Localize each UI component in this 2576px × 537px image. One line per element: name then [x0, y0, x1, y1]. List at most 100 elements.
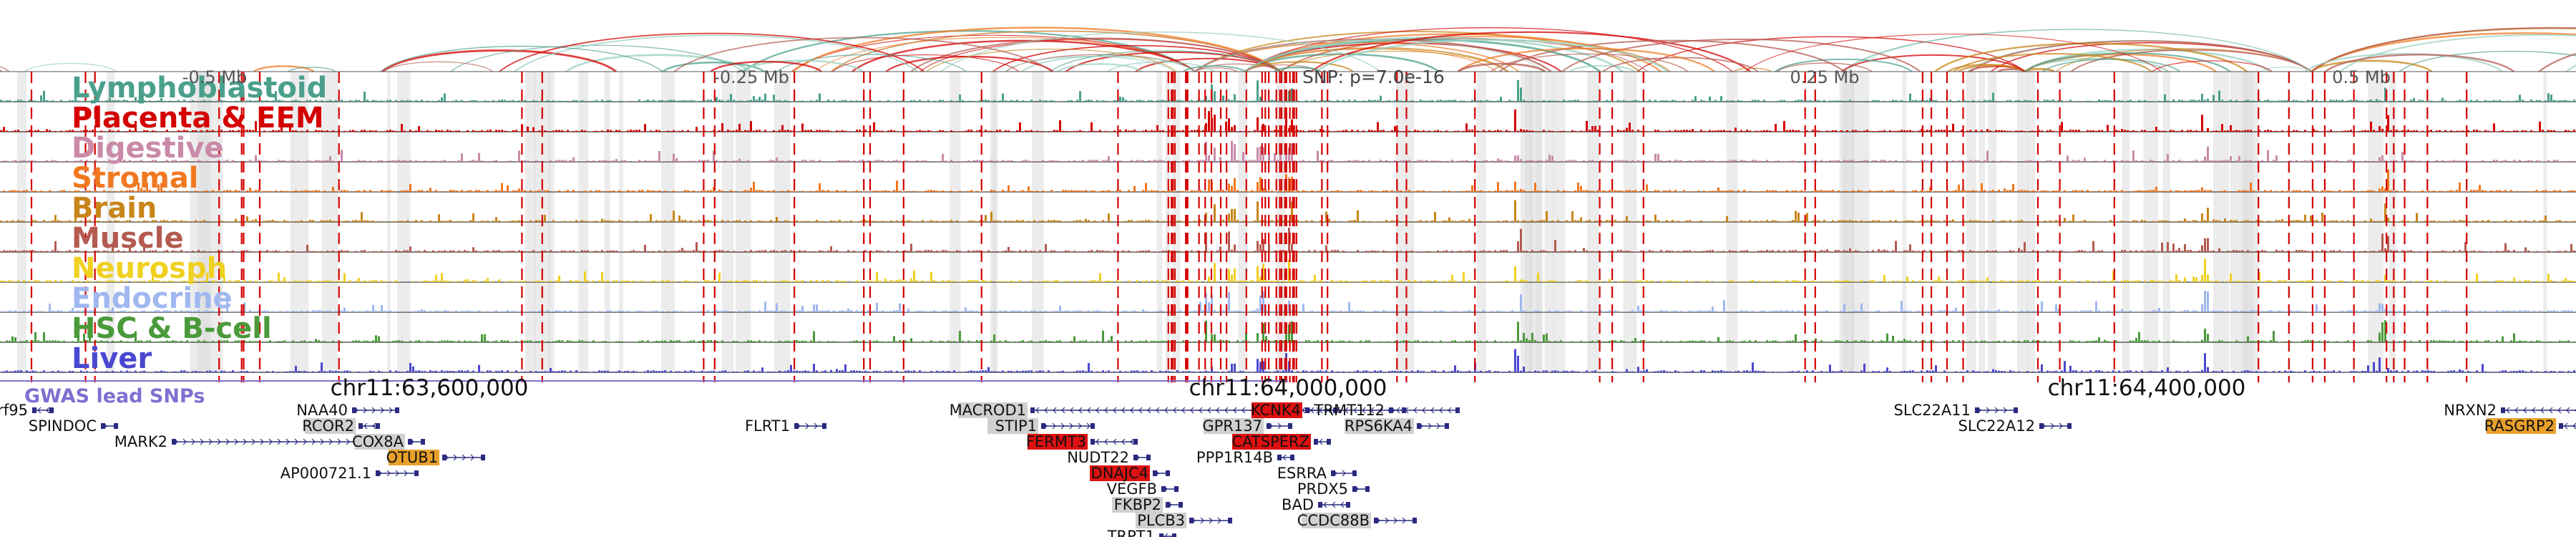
gene-label: CATSPERZ: [1232, 433, 1309, 450]
gene-exon: [1091, 439, 1095, 445]
scale-bar-label: 0.25 Mb: [1790, 67, 1859, 87]
gene-strand-arrow: [1345, 407, 1349, 414]
signal-track-fill: [0, 79, 2576, 102]
gene-label: C11orf95: [0, 402, 28, 419]
gene-exon: [101, 423, 105, 429]
gene-exon: [2067, 423, 2072, 429]
interaction-arc: [1005, 56, 1175, 72]
gene-strand-arrow: [1448, 407, 1452, 414]
interaction-arc: [2311, 59, 2433, 73]
gene-exon: [358, 423, 363, 429]
gene-exon: [1975, 407, 1979, 413]
interaction-arc: [1569, 64, 1636, 72]
signal-track-fill: [0, 227, 2576, 252]
interaction-arc: [910, 37, 1282, 72]
gene-strand-arrow: [1316, 407, 1320, 414]
interaction-arc: [1244, 48, 1497, 72]
gene-strand-arrow: [2572, 422, 2576, 430]
gene-strand-arrow: [1224, 407, 1229, 414]
gene-strand-arrow: [371, 407, 376, 414]
gene-strand-arrow: [389, 407, 393, 414]
interaction-arc: [1841, 29, 2312, 72]
interaction-arc: [926, 48, 1177, 72]
interaction-arc: [1845, 29, 2312, 72]
interaction-arc: [1280, 38, 1648, 72]
track-label: Neurosph: [72, 252, 227, 285]
interaction-arc: [2070, 49, 2312, 72]
gene-strand-arrow: [2003, 407, 2007, 414]
gene-strand-arrow: [1422, 407, 1426, 414]
interaction-arc: [1934, 42, 2248, 72]
gene-strand-arrow: [1061, 407, 1065, 414]
gene-strand-arrow: [1986, 407, 1990, 414]
gene-strand-arrow: [1078, 407, 1083, 414]
interaction-arc: [1057, 63, 1143, 72]
gene-highlight: [987, 418, 1038, 434]
interaction-arc: [1310, 31, 1751, 72]
gene-label: RASGRP2: [2484, 417, 2555, 435]
gene-label: BAD: [1282, 496, 1314, 513]
gene-label: SLC22A11: [1893, 402, 1971, 419]
gene-label: ESRRA: [1277, 465, 1327, 482]
gene-strand-arrow: [1200, 517, 1204, 524]
gene-strand-arrow: [1332, 501, 1336, 508]
interaction-arc: [2305, 53, 2503, 72]
gene-strand-arrow: [1113, 438, 1117, 445]
gene-strand-arrow: [1052, 422, 1056, 430]
interaction-arc: [792, 26, 1282, 72]
gene-strand-arrow: [1241, 407, 1246, 414]
gene-highlight: [1204, 418, 1264, 434]
gene-exon: [114, 423, 118, 429]
gene-strand-arrow: [1439, 407, 1443, 414]
gene-strand-arrow: [243, 438, 247, 445]
gene-exon: [172, 439, 176, 445]
signal-track-fill: [0, 109, 2576, 132]
gene-exon: [1402, 407, 1406, 413]
interaction-arc: [1135, 57, 1282, 72]
gene-highlight: [1302, 513, 1371, 528]
gene-exon: [1305, 407, 1309, 413]
gene-exon: [1166, 502, 1170, 508]
interaction-arc: [1732, 67, 1772, 72]
gene-exon: [1318, 502, 1322, 508]
gene-strand-arrow: [2506, 407, 2510, 414]
gene-label: NRXN2: [2444, 402, 2497, 419]
interaction-arc: [1777, 62, 1873, 72]
gene-strand-arrow: [1078, 422, 1082, 430]
signal-track-fill: [0, 200, 2576, 222]
gene-strand-arrow: [2566, 407, 2570, 414]
interaction-arc: [2152, 60, 2273, 72]
gene-label: FLRT1: [745, 417, 790, 435]
gene-strand-arrow: [814, 422, 818, 430]
gene-exon: [1166, 470, 1170, 476]
interaction-arc: [1107, 61, 1215, 72]
gene-strand-arrow: [1069, 422, 1073, 430]
interaction-arc: [776, 54, 967, 72]
gene-strand-arrow: [191, 438, 195, 445]
interaction-arc: [1457, 62, 1546, 73]
gene-strand-arrow: [404, 470, 408, 477]
gene-label: RPS6KA4: [1345, 417, 1413, 435]
interaction-arc: [2024, 52, 2231, 72]
track-label: Digestive: [72, 132, 224, 165]
gene-exon: [1153, 470, 1157, 476]
gene-strand-arrow: [386, 470, 391, 477]
gene-strand-arrow: [1104, 438, 1108, 445]
interaction-arc: [1561, 38, 1921, 72]
gene-strand-arrow: [1121, 407, 1126, 414]
gene-exon: [1288, 423, 1292, 429]
gene-highlight: [1252, 402, 1302, 418]
gene-strand-arrow: [286, 438, 290, 445]
gene-strand-arrow: [311, 438, 316, 445]
gene-label: NUDT22: [1067, 449, 1129, 466]
gene-label: TRMT112: [1314, 402, 1385, 419]
gene-strand-arrow: [208, 438, 213, 445]
gene-strand-arrow: [182, 438, 187, 445]
gene-label: GPR137: [1202, 417, 1262, 435]
gene-strand-arrow: [372, 422, 376, 430]
gene-strand-arrow: [2575, 409, 2576, 412]
gene-strand-arrow: [1340, 501, 1345, 508]
gene-label: MARK2: [114, 433, 167, 450]
gene-highlight: [1345, 418, 1414, 434]
